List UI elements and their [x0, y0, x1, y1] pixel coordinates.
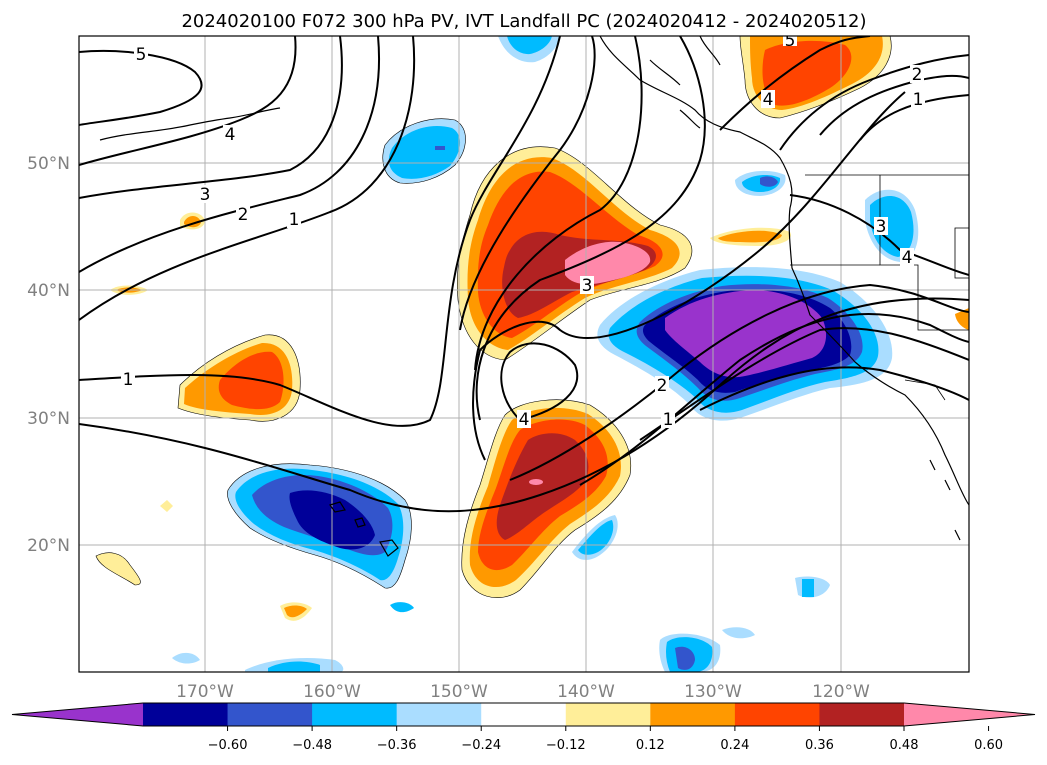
colorbar-extend-min — [12, 703, 143, 726]
colorbar-segment — [565, 703, 651, 726]
coastlines — [99, 36, 969, 557]
lon-tick-labels: 170°W 160°W 150°W 140°W 130°W 120°W — [176, 682, 870, 702]
lat-tick-label: 20°N — [27, 536, 70, 556]
pv-contour-label: 3 — [582, 276, 593, 296]
pv-contour-label: 4 — [519, 410, 530, 430]
colorbar-tick-label: 0.36 — [805, 738, 834, 753]
lat-tick-label: 40°N — [27, 281, 70, 301]
colorbar-tick-label: −0.12 — [546, 738, 586, 753]
state-borders — [790, 174, 969, 401]
pv-contour-label: 4 — [763, 90, 774, 110]
lon-tick-label: 120°W — [812, 682, 870, 702]
colorbar-segment — [650, 703, 736, 726]
colorbar-segment — [143, 703, 229, 726]
lon-tick-label: 140°W — [557, 682, 615, 702]
colorbar-segment — [396, 703, 482, 726]
colorbar-tick-label: −0.36 — [377, 738, 417, 753]
colorbar-segment — [481, 703, 567, 726]
pv-contour-label: 3 — [200, 185, 211, 205]
pv-contour-label: 1 — [289, 210, 300, 230]
colorbar-tick-label: 0.60 — [974, 738, 1003, 753]
pv-contour-label: 1 — [913, 90, 924, 110]
pv-contour-label: 5 — [785, 31, 796, 51]
pv-contour-label: 2 — [238, 205, 249, 225]
map-content: 5 4 3 2 1 1 3 4 2 1 5 4 2 1 — [79, 31, 969, 672]
pv-contour-label: 2 — [912, 65, 923, 85]
colorbar-tick-label: 0.48 — [890, 738, 919, 753]
figure-title: 2024020100 F072 300 hPa PV, IVT Landfall… — [181, 11, 866, 32]
colorbar-tick-label: 0.24 — [720, 738, 749, 753]
lat-tick-label: 50°N — [27, 154, 70, 174]
lon-tick-label: 150°W — [430, 682, 488, 702]
colorbar-segment — [734, 703, 820, 726]
pv-contours — [79, 36, 969, 513]
colorbar-segment — [312, 703, 398, 726]
pv-contour-label: 2 — [657, 376, 668, 396]
colorbar-outline — [11, 702, 1036, 727]
colorbar-tick-label: −0.24 — [461, 738, 501, 753]
lon-tick-label: 160°W — [303, 682, 361, 702]
ivt-positive-anomaly-northeast — [739, 36, 892, 119]
pv-contour-label: 1 — [663, 410, 674, 430]
colorbar-extend-max — [904, 703, 1035, 726]
colorbar-segment — [227, 703, 313, 726]
map-frame — [78, 35, 970, 673]
lat-tick-labels: 50°N 40°N 30°N 20°N — [27, 154, 70, 556]
colorbar: −0.60 −0.48 −0.36 −0.24 −0.12 0.12 0.24 0.36 0.4… — [11, 702, 1036, 753]
pv-contour-label: 5 — [136, 45, 147, 65]
lon-tick-label: 170°W — [176, 682, 234, 702]
colorbar-tick-label: −0.48 — [292, 738, 332, 753]
pv-contour-label: 3 — [876, 217, 887, 237]
lat-tick-label: 30°N — [27, 409, 70, 429]
pv-contour-label-group: 5 4 3 2 1 1 3 4 2 1 5 4 2 1 — [121, 31, 925, 430]
lon-tick-label: 130°W — [684, 682, 742, 702]
ivt-negative-anomaly-hawaii — [227, 463, 412, 589]
pv-contour-label: 1 — [123, 370, 134, 390]
ivt-negative-small-blobs — [172, 36, 919, 672]
colorbar-segment — [819, 703, 905, 726]
ivt-positive-anomaly-north — [457, 146, 693, 361]
colorbar-tick-label: 0.12 — [636, 738, 665, 753]
pv-contour-label: 4 — [902, 248, 913, 268]
colorbar-tick-label: −0.60 — [208, 738, 248, 753]
pv-contour-label: 4 — [225, 125, 236, 145]
